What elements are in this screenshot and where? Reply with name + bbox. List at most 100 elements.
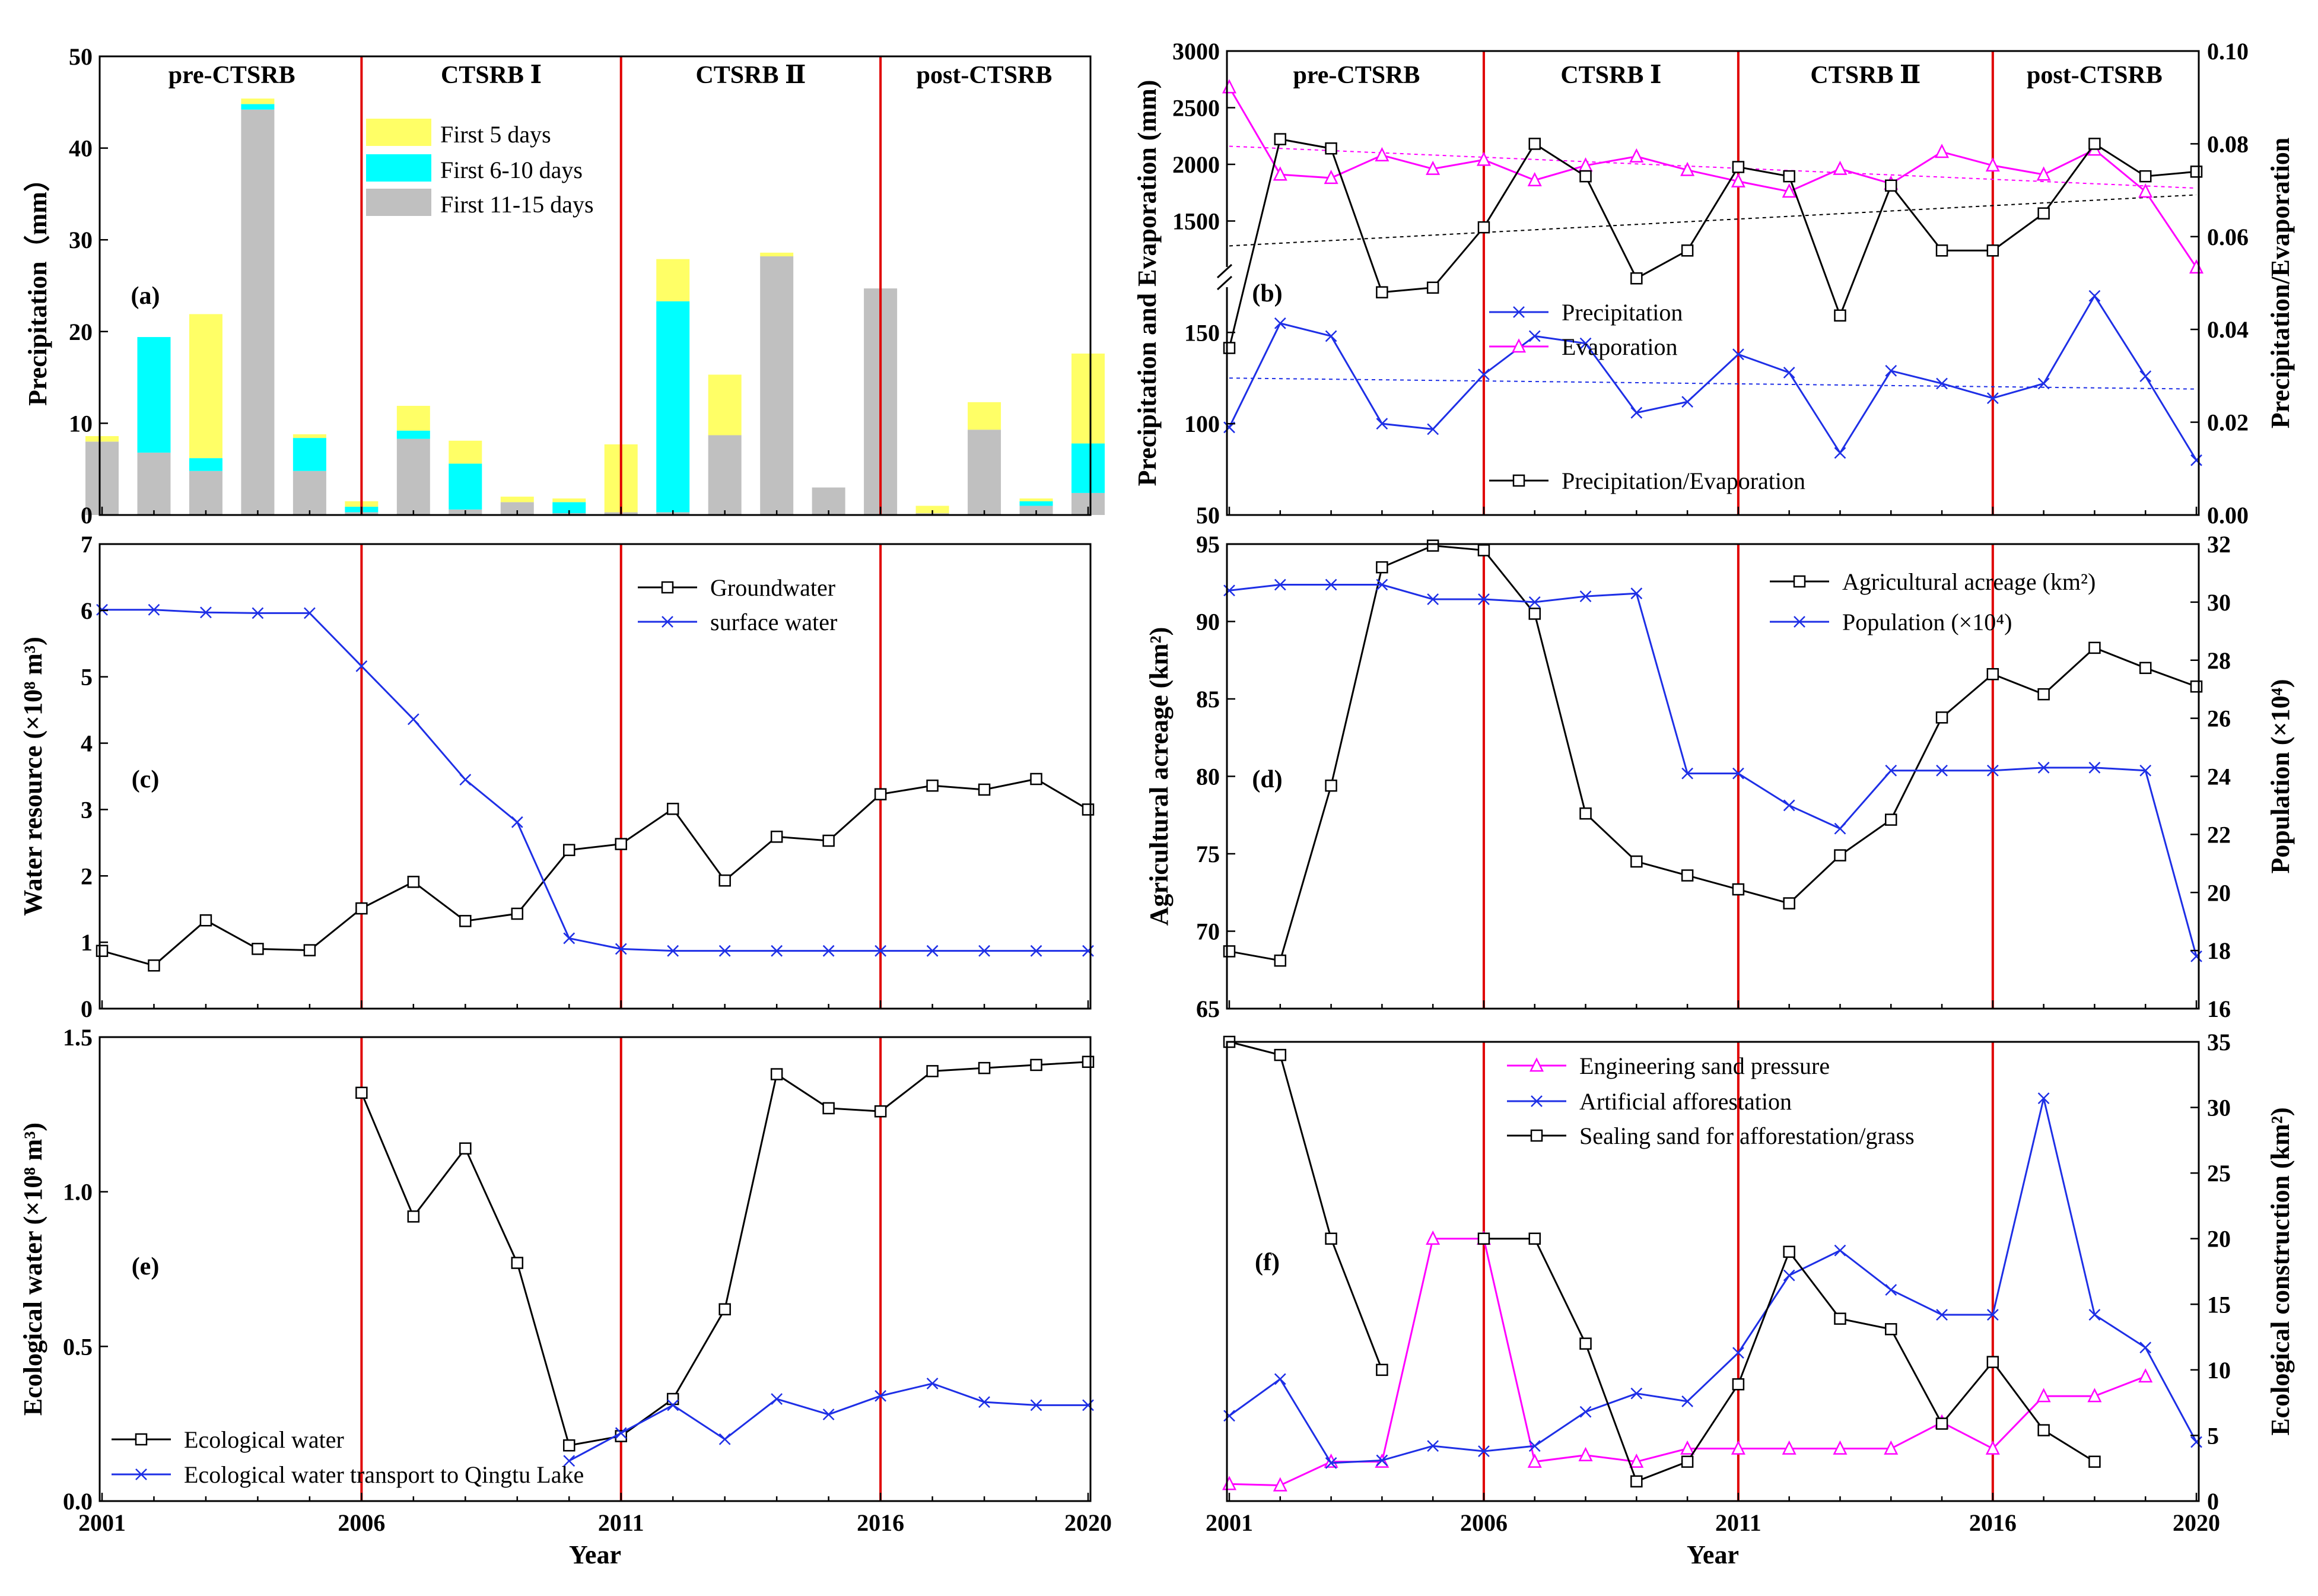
era-label: CTSRB Ⅰ [441, 62, 542, 89]
y-tick-label: 0 [81, 996, 93, 1022]
data-point [459, 1142, 472, 1155]
legend-f-0-swatch-marker [1529, 1057, 1544, 1072]
y-tick-label: 80 [1196, 764, 1220, 790]
legend-d-0-swatch-marker [1793, 575, 1806, 588]
data-point [1985, 1440, 2000, 1455]
data-point [459, 915, 472, 927]
series-line [101, 778, 1089, 966]
data-point [1986, 667, 1999, 681]
data-point [1833, 1440, 1848, 1455]
y-tick-label: 85 [1196, 686, 1220, 713]
data-point [1325, 1232, 1337, 1245]
data-point [1324, 1453, 1338, 1468]
data-point [1732, 1378, 1745, 1391]
y2-tick-label: 0.06 [2207, 224, 2249, 250]
data-point [822, 1102, 835, 1115]
bar [1019, 498, 1053, 501]
data-point [666, 803, 679, 815]
bar [137, 452, 171, 515]
series-line [102, 609, 1088, 952]
data-point [2088, 290, 2101, 302]
legend-f-2-text: Sealing sand for afforestation/grass [1579, 1123, 1915, 1149]
series-line [1229, 1098, 2198, 1464]
y2-tick-label: 30 [2207, 589, 2231, 616]
data-point [1579, 1406, 1592, 1418]
data-point [1986, 1309, 1999, 1321]
data-point [1528, 330, 1541, 342]
legend-f-1-swatch-marker [1531, 1095, 1543, 1107]
data-point [148, 603, 160, 616]
bar [85, 441, 119, 515]
data-point [563, 844, 575, 856]
data-point [822, 1409, 835, 1420]
data-point [1783, 799, 1795, 812]
data-point [1681, 244, 1694, 257]
data-point [1477, 221, 1490, 234]
data-point [1427, 423, 1439, 435]
panel-c: 0 1 2 3 4 5 6 7 Water resource (×10⁸ m³) (c) Groun… [18, 531, 1095, 1022]
legend-e-0-text: Ecological water [184, 1426, 344, 1453]
data-point [926, 1378, 939, 1390]
series-line [360, 1061, 1089, 1446]
data-point [1986, 1356, 1999, 1368]
data-point [771, 1393, 783, 1405]
x-tick-label: 2011 [598, 1509, 644, 1536]
data-point [407, 713, 419, 726]
data-point [1478, 593, 1490, 605]
data-point [1527, 171, 1542, 186]
data-point [2088, 1309, 2101, 1321]
data-point [1630, 1387, 1643, 1400]
data-point [2190, 454, 2202, 466]
data-point [1630, 587, 1643, 600]
y2-tick-label: 30 [2207, 1095, 2231, 1121]
data-point [2139, 662, 2152, 675]
y-tick-label: 20 [69, 319, 93, 345]
panel-d: 65 70 75 80 85 90 95 16 18 20 22 24 26 28 30 32 Agricult… [1144, 531, 2295, 1022]
data-point [822, 834, 835, 847]
data-point [1528, 1440, 1541, 1452]
y-tick-label: 6 [81, 597, 93, 624]
y2-tick-label: 0.04 [2207, 316, 2249, 343]
legend-f-2-swatch-marker [1530, 1129, 1543, 1142]
data-point [1834, 822, 1846, 835]
data-point [978, 945, 990, 957]
y-tick-label: 4 [81, 730, 93, 757]
y-tick-label: 95 [1196, 531, 1220, 558]
data-point [1834, 1312, 1846, 1325]
bar [449, 440, 482, 464]
data-point [252, 943, 264, 955]
y2-tick-label: 32 [2207, 531, 2231, 558]
y-tick-label: 0 [81, 502, 93, 529]
bar [292, 438, 326, 471]
data-point [2088, 1455, 2101, 1468]
data-point [199, 914, 212, 927]
data-point [2190, 950, 2202, 962]
bar [760, 256, 794, 515]
data-point [1732, 767, 1744, 780]
axis-break-mark [1216, 275, 1233, 291]
data-point [1478, 368, 1490, 380]
data-point [1376, 286, 1388, 298]
data-point [2139, 764, 2152, 777]
data-point [1325, 1457, 1337, 1469]
y-axis-label: Precipitation and Evaporation (mm) [1133, 80, 1162, 487]
data-point [978, 1396, 990, 1409]
data-point [511, 907, 524, 920]
panel-label: (c) [132, 766, 160, 793]
y2-tick-label: 22 [2207, 821, 2231, 848]
bar [292, 434, 326, 438]
data-point [1376, 418, 1388, 430]
y2-tick-label: 0.02 [2207, 409, 2249, 436]
data-point [1376, 578, 1388, 591]
y-tick-label: 5 [81, 664, 93, 691]
data-point [615, 838, 627, 850]
data-point [1426, 1230, 1441, 1245]
data-point [2138, 183, 2153, 198]
data-point [511, 1257, 524, 1269]
data-point [1082, 1055, 1095, 1068]
y2-tick-label: 0 [2207, 1488, 2219, 1515]
data-point [1325, 779, 1337, 792]
bar [241, 109, 275, 516]
y2-tick-label: 0.00 [2207, 502, 2249, 529]
data-point [1782, 1440, 1796, 1455]
